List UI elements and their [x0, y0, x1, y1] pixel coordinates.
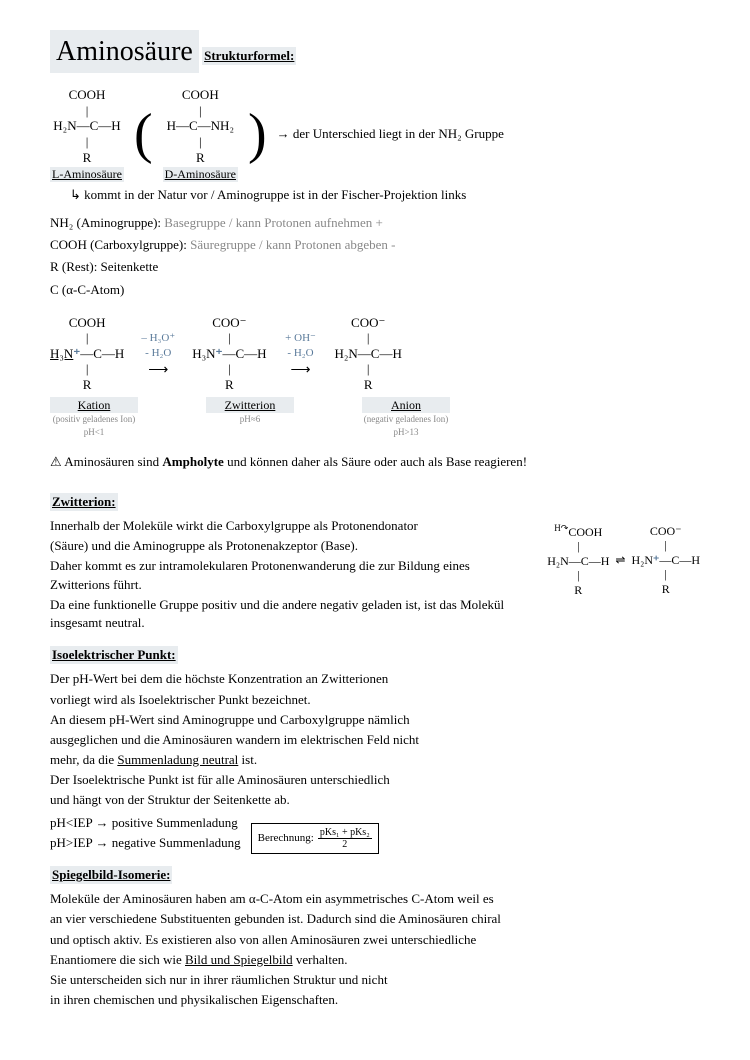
- def-nh2: NH₂ (Aminogruppe): Basegruppe / kann Pro…: [50, 214, 700, 232]
- iep-body: Der pH-Wert bei dem die höchste Konzentr…: [50, 670, 700, 854]
- reaction-labels: Kation (positiv geladenes Ion) pH<1 Zwit…: [50, 397, 700, 439]
- heading-zwitterion: Zwitterion:: [50, 493, 118, 511]
- label-d-amino: D-Aminosäure: [163, 167, 238, 181]
- reaction-arrow-1: – H₃O⁺ - H₂O ⟶: [134, 315, 182, 381]
- label-l-amino: L-Aminosäure: [50, 167, 124, 181]
- zwitterion-equation: H↷COOH | H₂N—C—H | R ⇌ COO⁻ | H₂N⁺—C—H |…: [547, 523, 700, 597]
- heading-iep: Isoelektrischer Punkt:: [50, 646, 178, 664]
- mirror-body: Moleküle der Aminosäuren haben am α-C-At…: [50, 890, 700, 1009]
- molecule-d: COOH | H—C—NH₂ | R D-Aminosäure: [163, 87, 238, 182]
- def-cooh: COOH (Carboxylgruppe): Säuregruppe / kan…: [50, 236, 700, 254]
- def-r: R (Rest): Seitenkette: [50, 258, 700, 276]
- reaction-row: COOH | H₃N⁺—C—H | R – H₃O⁺ - H₂O ⟶ COO⁻ …: [50, 315, 700, 393]
- mol-kation: COOH | H₃N⁺—C—H | R: [50, 315, 124, 393]
- mol-anion: COO⁻ | H₂N—C—H | R: [335, 315, 402, 393]
- def-c: C (α-C-Atom): [50, 281, 700, 299]
- reaction-arrow-2: + OH⁻ - H₂O ⟶: [277, 315, 325, 381]
- paren-right: ): [248, 104, 267, 164]
- structural-formula-row: COOH | H₂N—C—H | R L-Aminosäure ( COOH |…: [50, 87, 700, 182]
- paren-left: (: [134, 104, 153, 164]
- heading-mirror: Spiegelbild-Isomerie:: [50, 866, 172, 884]
- warning-icon: ⚠: [50, 454, 62, 469]
- mol-zwitterion: COO⁻ | H₃N⁺—C—H | R: [192, 315, 266, 393]
- ampholyte-warning: ⚠ Aminosäuren sind Ampholyte und können …: [50, 453, 700, 471]
- page-title: Aminosäure: [50, 30, 199, 73]
- heading-strukturformel: Strukturformel:: [202, 47, 296, 65]
- nature-note: ↳ kommt in der Natur vor / Aminogruppe i…: [70, 186, 700, 204]
- molecule-l: COOH | H₂N—C—H | R L-Aminosäure: [50, 87, 124, 182]
- iep-formula: Berechnung: pKs₁ + pKs₂ 2: [251, 823, 379, 854]
- zwitterion-section: Innerhalb der Moleküle wirkt die Carboxy…: [50, 515, 700, 634]
- difference-note: → der Unterschied liegt in der NH₂ Grupp…: [277, 125, 504, 143]
